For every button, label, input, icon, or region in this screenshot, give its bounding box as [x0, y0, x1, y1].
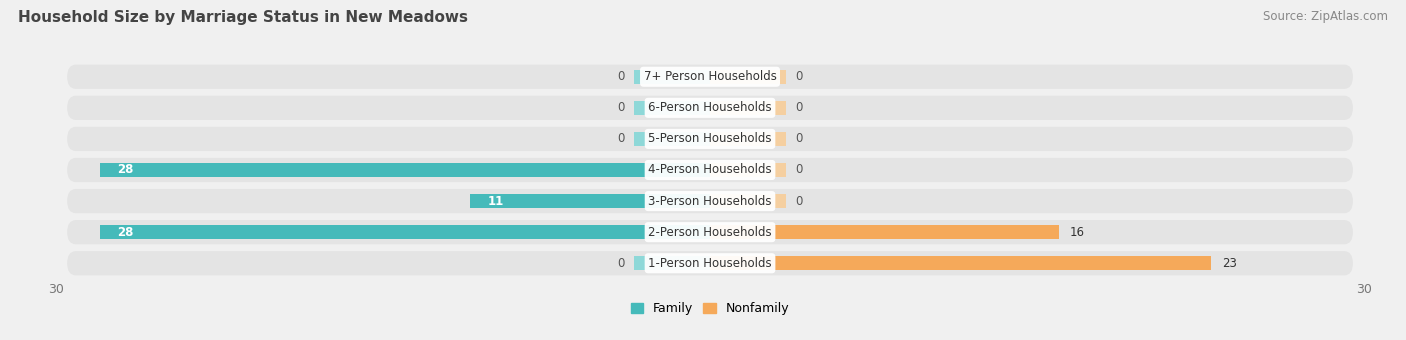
- Bar: [100, 163, 710, 177]
- Bar: [710, 70, 786, 84]
- Text: 4-Person Households: 4-Person Households: [648, 164, 772, 176]
- Text: 0: 0: [794, 70, 803, 83]
- FancyBboxPatch shape: [67, 65, 1353, 89]
- Text: 6-Person Households: 6-Person Households: [648, 101, 772, 114]
- Text: 0: 0: [794, 132, 803, 146]
- Text: 7+ Person Households: 7+ Person Households: [644, 70, 776, 83]
- Text: 5-Person Households: 5-Person Households: [648, 132, 772, 146]
- Bar: [710, 194, 786, 208]
- FancyBboxPatch shape: [67, 158, 1353, 182]
- FancyBboxPatch shape: [67, 220, 1353, 244]
- Bar: [710, 256, 1212, 270]
- FancyBboxPatch shape: [67, 189, 1353, 213]
- Text: 0: 0: [617, 101, 626, 114]
- Bar: [710, 163, 786, 177]
- Bar: [634, 132, 710, 146]
- Bar: [634, 101, 710, 115]
- Text: 0: 0: [794, 194, 803, 208]
- Text: Household Size by Marriage Status in New Meadows: Household Size by Marriage Status in New…: [18, 10, 468, 25]
- Text: 0: 0: [617, 257, 626, 270]
- Bar: [634, 70, 710, 84]
- Bar: [710, 101, 786, 115]
- Text: 3-Person Households: 3-Person Households: [648, 194, 772, 208]
- FancyBboxPatch shape: [67, 127, 1353, 151]
- Bar: [100, 225, 710, 239]
- Text: 28: 28: [117, 164, 134, 176]
- Text: 1-Person Households: 1-Person Households: [648, 257, 772, 270]
- Text: 2-Person Households: 2-Person Households: [648, 226, 772, 239]
- Text: Source: ZipAtlas.com: Source: ZipAtlas.com: [1263, 10, 1388, 23]
- FancyBboxPatch shape: [67, 251, 1353, 275]
- Bar: [634, 256, 710, 270]
- Text: 16: 16: [1070, 226, 1084, 239]
- FancyBboxPatch shape: [67, 96, 1353, 120]
- Text: 0: 0: [794, 101, 803, 114]
- Text: 28: 28: [117, 226, 134, 239]
- Text: 0: 0: [617, 132, 626, 146]
- Text: 0: 0: [794, 164, 803, 176]
- Legend: Family, Nonfamily: Family, Nonfamily: [626, 298, 794, 320]
- Text: 0: 0: [617, 70, 626, 83]
- Text: 11: 11: [488, 194, 503, 208]
- Bar: [710, 132, 786, 146]
- Bar: [710, 225, 1059, 239]
- Text: 23: 23: [1222, 257, 1237, 270]
- Bar: [470, 194, 710, 208]
